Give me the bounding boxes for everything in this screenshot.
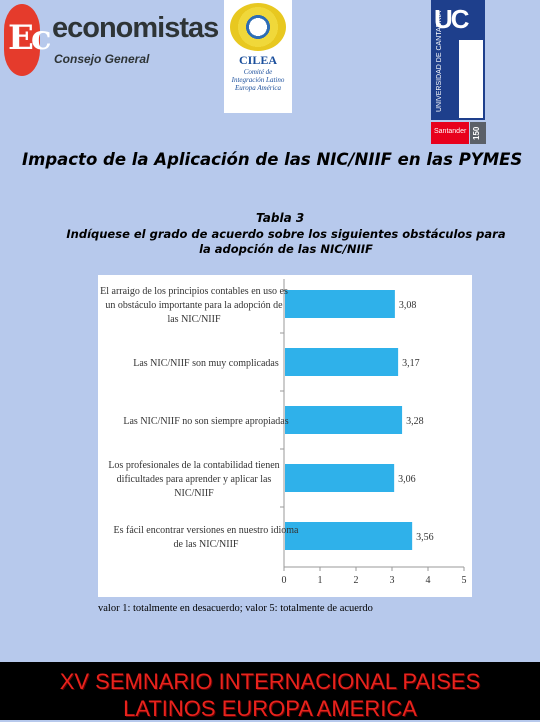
footer-line-2: LATINOS EUROPA AMERICA (123, 696, 417, 721)
footer-line-1: XV SEMNARIO INTERNACIONAL PAISES (59, 669, 481, 694)
x-tick-label-0: 0 (282, 575, 287, 586)
bar-value-label-3: 3,28 (406, 416, 424, 427)
uc-name: UC (434, 4, 470, 34)
x-tick-label-2: 2 (354, 575, 359, 586)
bar-value-label-5: 3,56 (416, 532, 434, 543)
category-label-1-line-1: El arraigo de los principios contables e… (100, 286, 288, 297)
cilea-name: CILEA (238, 53, 277, 67)
bar-value-label-1: 3,08 (399, 300, 417, 311)
cilea-logo: CILEA Comité de Integración Latino Europ… (224, 0, 292, 113)
category-label-4-line-2: dificultades para aprender y aplicar las (117, 474, 272, 485)
bar-3 (285, 406, 403, 434)
footer-banner: XV SEMNARIO INTERNACIONAL PAISES LATINOS… (0, 662, 540, 721)
bar-2 (285, 348, 399, 376)
economistas-subtitle: Consejo General (54, 52, 150, 66)
category-label-1-line-2: un obstáculo importante para la adopción… (105, 300, 283, 311)
bar-value-label-2: 3,17 (402, 358, 420, 369)
logo-bar: Ec economistas Consejo General CILEA Com… (0, 0, 540, 150)
santander-logo: Santander (431, 122, 469, 144)
cilea-seal-icon (230, 3, 286, 51)
category-label-1-line-3: las NIC/NIIF (167, 314, 220, 325)
bar-1 (285, 290, 395, 318)
economistas-badge-icon: Ec (4, 4, 52, 76)
economistas-logo: Ec economistas Consejo General (2, 2, 219, 80)
x-tick-label-4: 4 (426, 575, 431, 586)
category-label-4-line-1: Los profesionales de la contabilidad tie… (108, 460, 279, 471)
economistas-name: economistas (52, 12, 219, 44)
slide-title: Impacto de la Aplicación de las NIC/NIIF… (22, 150, 523, 169)
x-tick-label-3: 3 (390, 575, 395, 586)
category-label-5-line-1: Es fácil encontrar versiones en nuestro … (114, 525, 299, 536)
chart-question: Indíquese el grado de acuerdo sobre los … (66, 227, 506, 256)
chart-footnote: valor 1: totalmente en desacuerdo; valor… (98, 603, 373, 614)
category-label-4-line-3: NIC/NIIF (174, 488, 214, 499)
cilea-description: Comité de Integración Latino Europa Amér… (231, 68, 285, 92)
uc-vertical-text: UNIVERSIDAD DE CANTABRIA (436, 11, 443, 112)
bar-value-label-4: 3,06 (398, 474, 416, 485)
category-label-5-line-2: de las NIC/NIIF (174, 539, 239, 550)
anniversary-150-text: 150 (472, 126, 481, 140)
x-tick-label-1: 1 (318, 575, 323, 586)
x-tick-label-5: 5 (462, 575, 467, 586)
bar-4 (285, 464, 395, 492)
uc-emblem-icon (459, 40, 483, 118)
table-label: Tabla 3 (256, 211, 305, 225)
anniversary-150-logo: 150 (470, 122, 486, 144)
bar-chart: 3,08 El arraigo de los principios contabl… (98, 275, 472, 597)
bar-5 (285, 522, 413, 550)
category-label-3-line-1: Las NIC/NIIF no son siempre apropiadas (123, 416, 288, 427)
uc-logo: UC UNIVERSIDAD DE CANTABRIA (431, 0, 485, 120)
economistas-badge-mark: Ec (8, 18, 52, 58)
category-label-2-line-1: Las NIC/NIIF son muy complicadas (133, 358, 279, 369)
santander-name: Santander (434, 128, 467, 135)
